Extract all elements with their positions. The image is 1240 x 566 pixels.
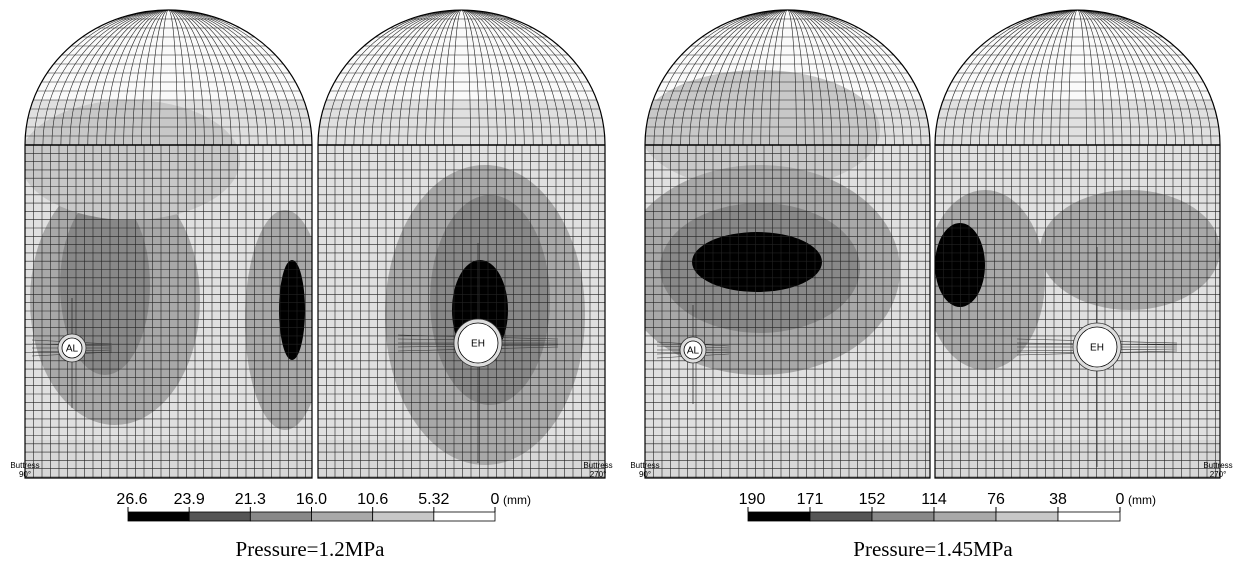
- mesh-line: [760, 9, 815, 146]
- mesh-line: [997, 10, 1158, 146]
- mesh-line: [724, 9, 851, 146]
- legend-value: 0: [491, 491, 500, 508]
- opening: [457, 322, 499, 364]
- legend-value: 114: [921, 491, 947, 508]
- legend-swatch: [372, 511, 435, 522]
- buttress-angle: 90°: [19, 470, 31, 479]
- legend-swatch: [933, 511, 997, 522]
- legend-swatch: [995, 511, 1059, 522]
- caption: Pressure=1.2MPa: [236, 537, 386, 561]
- legend-swatch: [433, 511, 496, 522]
- legend-swatch: [127, 511, 190, 522]
- buttress-label: Buttress: [1203, 461, 1232, 470]
- mesh-line: [33, 9, 304, 146]
- shell-outline: [644, 9, 931, 479]
- opening: [683, 340, 703, 360]
- mesh-line: [353, 10, 570, 146]
- mesh-line: [689, 9, 886, 146]
- mesh-line: [1041, 10, 1114, 146]
- legend-value: 0: [1116, 491, 1125, 508]
- buttress-label: Buttress: [10, 461, 39, 470]
- shell-outline: [24, 9, 313, 479]
- legend-value: 23.9: [174, 491, 205, 508]
- legend-value: 38: [1049, 491, 1067, 508]
- shell-outline: [934, 9, 1221, 479]
- legend-value: 10.6: [357, 491, 388, 508]
- mesh-line: [425, 10, 498, 146]
- legend-swatch: [311, 511, 374, 522]
- mesh-line: [78, 9, 259, 146]
- contour-zone: [60, 195, 150, 375]
- buttress-label: Buttress: [630, 461, 659, 470]
- legend-swatch: [188, 511, 251, 522]
- opening: [61, 337, 83, 359]
- mesh-line: [371, 10, 552, 146]
- legend-value: 76: [987, 491, 1005, 508]
- lower-zone: [935, 440, 1220, 478]
- buttress-angle: 270°: [590, 470, 607, 479]
- legend-swatch: [747, 511, 811, 522]
- contour-zone: [279, 260, 305, 360]
- opening: [1076, 326, 1118, 368]
- mesh-line: [407, 10, 516, 146]
- shell-outline: [317, 9, 606, 479]
- contour-zone: [25, 100, 240, 220]
- mesh-line: [443, 10, 480, 146]
- mesh-line: [452, 10, 471, 146]
- buttress-angle: 90°: [639, 470, 651, 479]
- shell: [645, 9, 930, 478]
- legend-swatch: [249, 511, 312, 522]
- caption: Pressure=1.45MPa: [853, 537, 1013, 561]
- buttress-label: Buttress: [583, 461, 612, 470]
- mesh-line: [1005, 10, 1150, 146]
- legend-unit: (mm): [1128, 493, 1156, 507]
- mesh-line: [326, 10, 597, 146]
- legend-value: 26.6: [116, 491, 147, 508]
- lower-zone: [25, 440, 312, 478]
- legend-swatch: [1057, 511, 1121, 522]
- legend-value: 16.0: [296, 491, 327, 508]
- contour-zone: [1040, 190, 1220, 310]
- legend-value: 171: [797, 491, 824, 508]
- shell: [25, 9, 312, 478]
- mesh-line: [416, 10, 507, 146]
- legend-value: 190: [739, 491, 766, 508]
- legend-unit: (mm): [503, 493, 531, 507]
- buttress-angle: 270°: [1210, 470, 1227, 479]
- mesh-line: [123, 9, 214, 146]
- legend-value: 152: [859, 491, 886, 508]
- mesh-line: [1050, 10, 1105, 146]
- mesh-line: [1023, 10, 1132, 146]
- opening-label: EH: [1090, 343, 1104, 354]
- mesh-line: [970, 10, 1185, 146]
- shell: [318, 10, 605, 478]
- mesh-line: [159, 9, 178, 146]
- contour-zone: [692, 232, 822, 292]
- mesh-line: [952, 10, 1203, 146]
- mesh-line: [87, 9, 250, 146]
- legend-value: 5.32: [418, 491, 449, 508]
- mesh-line: [389, 10, 534, 146]
- mesh-line: [1068, 10, 1087, 146]
- opening-label: AL: [687, 346, 700, 357]
- legend-swatch: [809, 511, 873, 522]
- opening-label: AL: [66, 344, 79, 355]
- mesh-line: [979, 10, 1176, 146]
- legend-value: 21.3: [235, 491, 266, 508]
- lower-zone: [645, 440, 930, 478]
- opening-label: EH: [471, 339, 485, 350]
- mesh-line: [344, 10, 579, 146]
- shell: [935, 10, 1220, 478]
- mesh-line: [380, 10, 543, 146]
- legend-swatch: [871, 511, 935, 522]
